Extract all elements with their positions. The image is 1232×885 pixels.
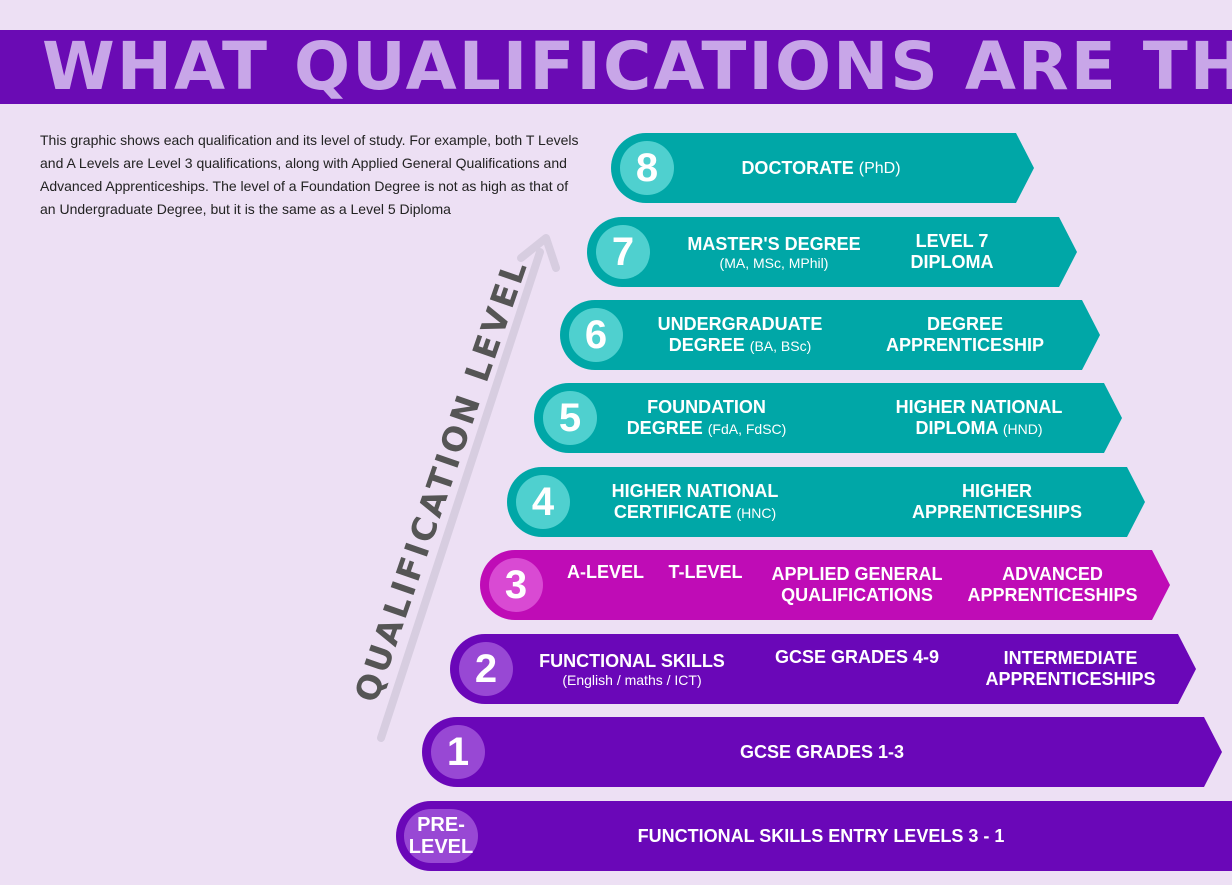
undergrad-line2: DEGREE	[668, 334, 745, 355]
t-level-text: T-LEVEL	[668, 562, 743, 582]
gcse-1-3-text: GCSE GRADES 1-3	[739, 741, 905, 762]
hnd-line2-wrap: DIPLOMA (HND)	[916, 418, 1043, 440]
hnd-note: (HND)	[1002, 420, 1043, 437]
intermediate-line1: INTERMEDIATE	[1003, 648, 1138, 668]
gcse-1-3-label: GCSE GRADES 1-3	[702, 717, 942, 787]
degree-apprenticeship-label: DEGREE APPRENTICESHIP	[870, 300, 1060, 370]
hnc-line1: HIGHER NATIONAL	[611, 480, 779, 501]
hnd-label: HIGHER NATIONAL DIPLOMA (HND)	[874, 383, 1084, 453]
l7-diploma-line1: LEVEL 7	[915, 231, 989, 251]
intermediate-line2: APPRENTICESHIPS	[985, 669, 1156, 689]
hnd-line2: DIPLOMA	[915, 417, 998, 438]
intro-text: This graphic shows each qualification an…	[40, 129, 580, 221]
pre-level-band: PRE- LEVEL FUNCTIONAL SKILLS ENTRY LEVEL…	[396, 801, 1232, 871]
foundation-note: (FdA, FdSC)	[707, 420, 787, 437]
level-5-band: 5 FOUNDATION DEGREE (FdA, FdSC) HIGHER N…	[534, 383, 1122, 453]
foundation-line1: FOUNDATION	[647, 396, 766, 417]
level-2-badge: 2	[459, 642, 513, 696]
entry-levels-text: FUNCTIONAL SKILLS ENTRY LEVELS 3 - 1	[637, 825, 1005, 846]
hnc-label: HIGHER NATIONAL CERTIFICATE (HNC)	[595, 467, 795, 537]
doctorate-label: DOCTORATE (PhD)	[691, 133, 951, 203]
foundation-line2-wrap: DEGREE (FdA, FdSC)	[627, 418, 787, 440]
level-1-badge: 1	[431, 725, 485, 779]
level-1-band: 1 GCSE GRADES 1-3	[422, 717, 1222, 787]
level-8-badge: 8	[620, 141, 674, 195]
functional-line1: FUNCTIONAL SKILLS	[539, 650, 725, 671]
applied-general-label: APPLIED GENERAL QUALIFICATIONS	[762, 550, 952, 620]
level-7-diploma-label: LEVEL 7 DIPLOMA	[887, 217, 1017, 287]
hnc-line2-wrap: CERTIFICATE (HNC)	[614, 502, 776, 524]
higher-app-line2: APPRENTICESHIPS	[911, 502, 1083, 522]
entry-levels-label: FUNCTIONAL SKILLS ENTRY LEVELS 3 - 1	[596, 801, 1046, 871]
masters-degree-label: MASTER'S DEGREE (MA, MSc, MPhil)	[679, 217, 869, 287]
foundation-line2: DEGREE	[626, 417, 703, 438]
applied-line2: QUALIFICATIONS	[781, 585, 933, 605]
doctorate-note: (PhD)	[858, 159, 901, 177]
hnd-line1: HIGHER NATIONAL	[895, 396, 1063, 417]
functional-skills-label: FUNCTIONAL SKILLS (English / maths / ICT…	[532, 634, 732, 704]
gcse-4-9-label: GCSE GRADES 4-9	[762, 634, 952, 704]
a-level-label: A-LEVEL	[558, 550, 653, 620]
degree-app-line1: DEGREE	[926, 314, 1004, 334]
level-6-badge: 6	[569, 308, 623, 362]
undergrad-note: (BA, BSc)	[749, 337, 812, 354]
advanced-line1: ADVANCED	[1002, 564, 1103, 584]
a-level-text: A-LEVEL	[566, 562, 644, 582]
advanced-line2: APPRENTICESHIPS	[967, 585, 1138, 605]
higher-app-line1: HIGHER	[961, 481, 1032, 501]
gcse-4-9-text: GCSE GRADES 4-9	[774, 647, 940, 667]
masters-line1: MASTER'S DEGREE	[687, 233, 861, 254]
higher-apprenticeships-label: HIGHER APPRENTICESHIPS	[902, 467, 1092, 537]
level-3-badge: 3	[489, 558, 543, 612]
level-7-badge: 7	[596, 225, 650, 279]
l7-diploma-line2: DIPLOMA	[910, 252, 994, 272]
intro-paragraph: This graphic shows each qualification an…	[40, 132, 579, 217]
hnc-line2: CERTIFICATE	[613, 501, 732, 522]
undergraduate-degree-label: UNDERGRADUATE DEGREE (BA, BSc)	[645, 300, 835, 370]
undergrad-line1: UNDERGRADUATE	[657, 313, 823, 334]
applied-line1: APPLIED GENERAL	[771, 564, 943, 584]
intermediate-apprenticeships-label: INTERMEDIATE APPRENTICESHIPS	[978, 634, 1163, 704]
advanced-apprenticeships-label: ADVANCED APPRENTICESHIPS	[960, 550, 1145, 620]
pre-level-line1: PRE-	[417, 814, 465, 836]
doctorate-main: DOCTORATE	[741, 157, 854, 178]
t-level-label: T-LEVEL	[658, 550, 753, 620]
functional-note: (English / maths / ICT)	[562, 671, 702, 688]
pre-level-badge: PRE- LEVEL	[404, 809, 478, 863]
undergrad-line2-wrap: DEGREE (BA, BSc)	[669, 335, 812, 357]
hnc-note: (HNC)	[736, 504, 777, 521]
pre-level-line2: LEVEL	[408, 836, 474, 858]
title-banner: WHAT QUALIFICATIONS ARE THERE?	[0, 30, 1232, 104]
level-8-band: 8 DOCTORATE (PhD)	[611, 133, 1034, 203]
level-4-badge: 4	[516, 475, 570, 529]
level-3-band: 3 A-LEVEL T-LEVEL APPLIED GENERAL QUALIF…	[480, 550, 1170, 620]
level-7-band: 7 MASTER'S DEGREE (MA, MSc, MPhil) LEVEL…	[587, 217, 1077, 287]
foundation-degree-label: FOUNDATION DEGREE (FdA, FdSC)	[614, 383, 799, 453]
masters-note: (MA, MSc, MPhil)	[719, 254, 829, 271]
level-4-band: 4 HIGHER NATIONAL CERTIFICATE (HNC) HIGH…	[507, 467, 1145, 537]
level-6-band: 6 UNDERGRADUATE DEGREE (BA, BSc) DEGREE …	[560, 300, 1100, 370]
page-title: WHAT QUALIFICATIONS ARE THERE?	[42, 30, 1232, 104]
degree-app-line2: APPRENTICESHIP	[885, 335, 1045, 355]
level-2-band: 2 FUNCTIONAL SKILLS (English / maths / I…	[450, 634, 1196, 704]
level-5-badge: 5	[543, 391, 597, 445]
